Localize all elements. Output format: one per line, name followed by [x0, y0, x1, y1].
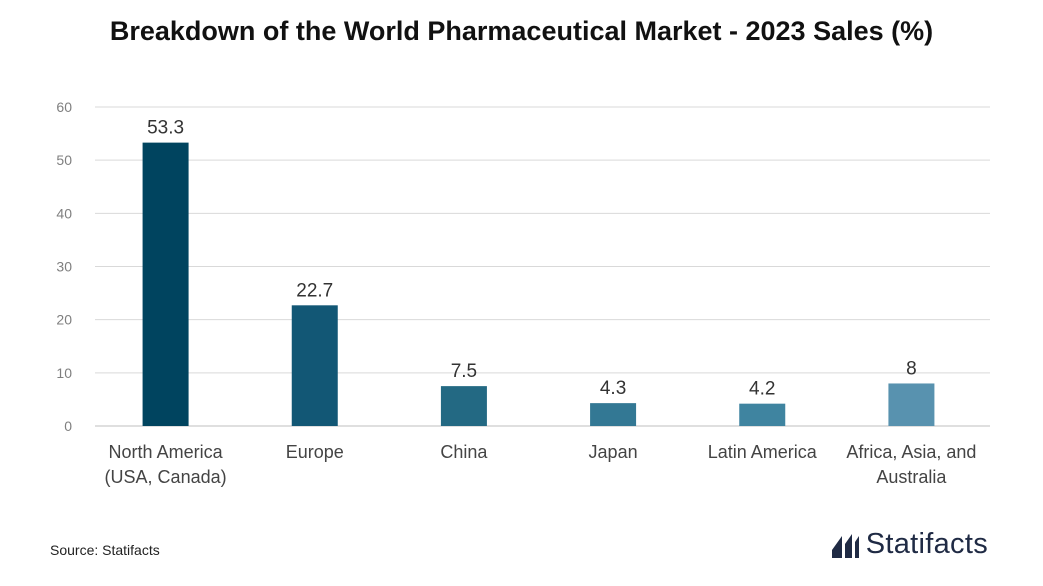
x-tick-label: China — [440, 442, 488, 462]
x-tick-label: (USA, Canada) — [105, 467, 227, 487]
y-axis-ticks: 0 10 20 30 40 50 60 — [56, 99, 72, 434]
y-tick-label: 10 — [56, 365, 72, 381]
x-tick-label: Australia — [876, 467, 947, 487]
bar-value-label: 4.3 — [600, 378, 626, 399]
bar-value-label: 8 — [906, 358, 917, 379]
x-tick-label: North America — [109, 442, 224, 462]
y-tick-label: 40 — [56, 205, 72, 221]
x-axis-ticks: North America (USA, Canada) Europe China Jap… — [105, 442, 977, 487]
y-tick-label: 30 — [56, 259, 72, 275]
x-tick-label: Europe — [286, 442, 344, 462]
bar — [739, 403, 786, 426]
x-tick-label: Africa, Asia, and — [846, 442, 976, 462]
x-tick-label: Japan — [589, 442, 638, 462]
value-labels: 53.3 22.7 7.5 4.3 4.2 8 — [147, 118, 917, 400]
bar-value-label: 4.2 — [749, 379, 775, 400]
bars — [142, 142, 935, 426]
statifacts-logo-icon — [831, 533, 859, 558]
y-tick-label: 60 — [56, 99, 72, 115]
bar-value-label: 7.5 — [451, 361, 477, 382]
y-tick-label: 50 — [56, 152, 72, 168]
y-tick-label: 0 — [64, 418, 72, 434]
y-tick-label: 20 — [56, 312, 72, 328]
source-note: Source: Statifacts — [50, 542, 160, 558]
brand-logo: Statifacts — [830, 528, 988, 561]
bar-value-label: 53.3 — [147, 118, 184, 139]
bar — [291, 305, 338, 426]
bar — [590, 403, 637, 426]
gridlines — [95, 106, 990, 427]
bar-value-label: 22.7 — [296, 280, 333, 301]
brand-name: Statifacts — [865, 528, 988, 560]
chart-title: Breakdown of the World Pharmaceutical Ma… — [109, 16, 934, 46]
bar — [888, 383, 935, 426]
bar — [440, 386, 487, 426]
bar — [142, 142, 189, 426]
x-tick-label: Latin America — [708, 442, 818, 462]
